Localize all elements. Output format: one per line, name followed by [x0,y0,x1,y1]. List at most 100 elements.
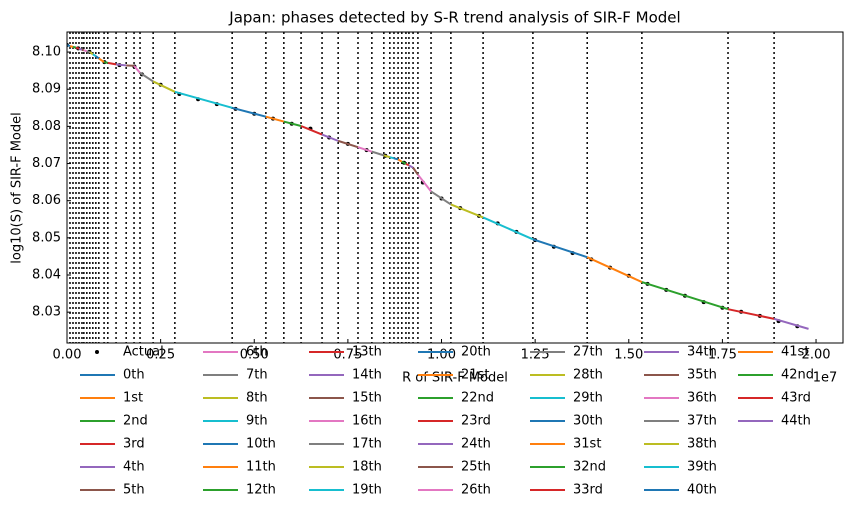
legend-label: 10th [246,437,276,452]
phase-line [641,281,729,311]
phase-line [727,308,775,320]
phase-line [371,150,385,157]
phase-line [69,45,74,48]
legend-label: 13th [352,345,382,360]
y-tick-label: 8.03 [32,305,61,320]
legend-label: 18th [352,460,382,475]
phase-line [450,203,484,219]
phase-line [103,61,109,64]
x-axis-label: R of SIR-F Model [402,371,508,386]
plot-area [67,32,809,343]
phase-line [89,51,94,56]
legend-label: 3rd [123,437,145,452]
legend-label: 6th [246,345,268,360]
x-tick-label: 0.25 [146,348,175,363]
legend-label: 33rd [573,483,603,498]
phase-line [383,154,391,159]
legend-label: 38th [687,437,717,452]
legend-label: 5th [123,483,145,498]
phase-line [133,65,141,74]
legend-label: 41st [781,345,809,360]
phase-line [86,50,91,54]
legend-label: 1st [123,391,143,406]
y-tick-label: 8.07 [32,156,61,171]
legend-label: 23rd [461,414,491,429]
legend-label: 42nd [781,368,814,383]
phase-line [408,164,414,169]
legend-label: 24th [461,437,491,452]
phase-line [92,53,97,57]
legend-label: 19th [352,483,382,498]
legend-label: 30th [573,414,603,429]
legend-label: 29th [573,391,603,406]
phase-line [412,167,419,176]
phase-line [95,55,100,60]
legend-label: 9th [246,414,268,429]
phase-line [532,238,588,259]
phase-line [321,133,339,142]
legend-label: 31st [573,437,601,452]
phase-line [389,156,395,160]
x-tick-label: 0.50 [240,348,269,363]
legend-label: 25th [461,460,491,475]
phase-line [83,49,88,53]
legend-label: 28th [573,368,603,383]
y-tick-label: 8.05 [32,230,61,245]
phase-line [357,146,373,153]
legend-label: 44th [781,414,811,429]
legend-label: 22nd [461,391,494,406]
axes-frame [66,31,844,344]
chart-title: Japan: phases detected by S-R trend anal… [228,9,680,27]
phase-line [72,45,77,49]
legend-label: 16th [352,414,382,429]
x-tick-label: 0.00 [53,348,82,363]
phase-line [139,72,154,83]
x-tick-label: 2.00 [802,348,831,363]
y-axis-label: log10(S) of SIR-F Model [10,112,25,263]
phase-line [78,47,83,51]
legend-label: 39th [687,460,717,475]
phase-line [152,80,176,93]
x-tick-label: 1.50 [614,348,643,363]
phase-line [231,106,267,118]
phase-line [773,317,809,330]
legend-label: 12th [246,483,276,498]
legend-label: 36th [687,391,717,406]
legend-label: 43rd [781,391,811,406]
x-tick-label: 1.00 [427,348,456,363]
legend-label: 11th [246,460,276,475]
phase-line [98,57,105,63]
legend-label: 21st [461,368,489,383]
legend-label: 35th [687,368,717,383]
legend-label: 4th [123,460,145,475]
phase-line [430,190,452,206]
y-tick-label: 8.08 [32,119,61,134]
x-tick-label: 1.25 [521,348,550,363]
phase-line [482,216,534,241]
legend-label: 34th [687,345,717,360]
phase-line [283,120,302,127]
legend: Actual 0th 1st 2nd 3rd 4th 5th 6th 7th 8th 9th 10th… [80,345,814,498]
legend-label: 14th [352,368,382,383]
x-tick-label: 1.75 [708,348,737,363]
y-tick-label: 8.06 [32,193,61,208]
legend-label: Actual [123,345,164,360]
phase-line [75,46,80,50]
phase-line [401,160,407,165]
legend-label: 20th [461,345,491,360]
phase-line [115,63,127,67]
y-tick-label: 8.09 [32,82,61,97]
phase-line [417,174,432,193]
legend-label: 2nd [123,414,148,429]
legend-label: 32nd [573,460,606,475]
legend-label: 26th [461,483,491,498]
axes: 0.00 0.25 0.50 0.75 1.00 1.25 1.50 1.75 2.008.03… [32,45,830,363]
phase-line [393,157,399,161]
legend-label: 15th [352,391,382,406]
phase-line [405,163,410,167]
x-offset-label: 1e7 [813,371,838,386]
phase-line [174,90,233,109]
legend-label: 37th [687,414,717,429]
phase-line [337,139,359,149]
